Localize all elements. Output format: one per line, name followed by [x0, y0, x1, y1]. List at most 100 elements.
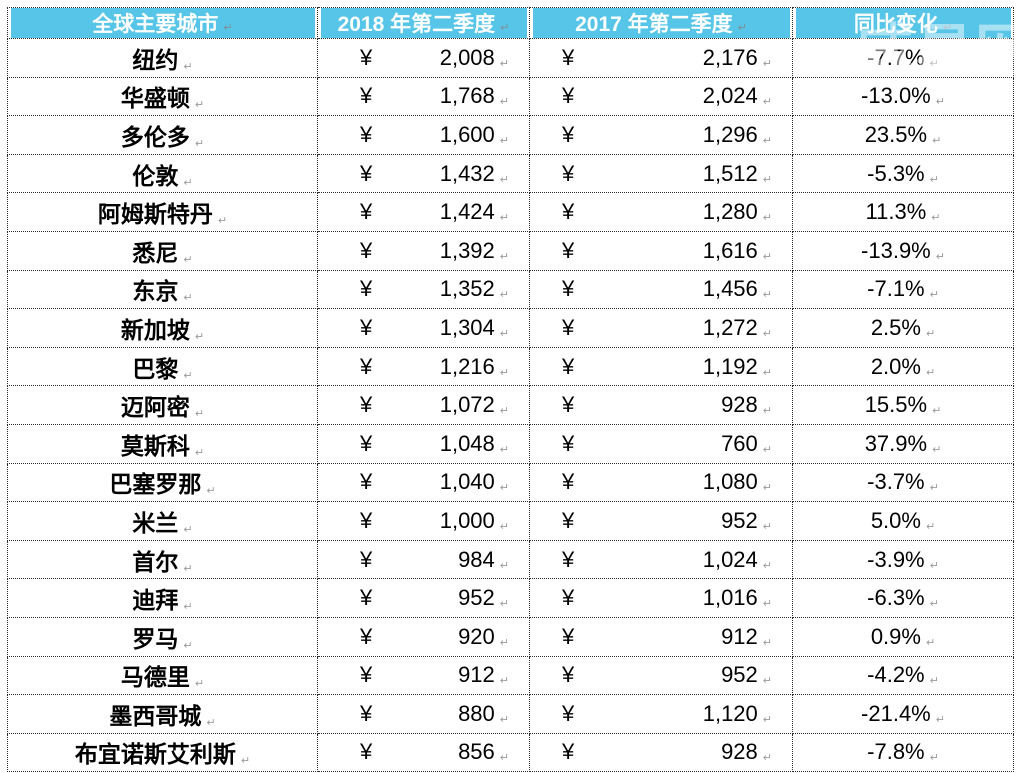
currency-symbol: ¥ [360, 546, 373, 572]
yoy-change: 11.3% [865, 199, 927, 225]
value-2017: 2,024 [702, 83, 758, 109]
city-cell: 巴塞罗那 [7, 462, 318, 503]
header-label-2018-q2: 2018 年第二季度 [337, 13, 496, 36]
paragraph-mark [758, 508, 772, 534]
currency-symbol: ¥ [562, 121, 575, 147]
paragraph-mark [495, 199, 509, 225]
currency-symbol: ¥ [360, 199, 373, 225]
value-2017: 928 [721, 739, 758, 765]
currency-symbol: ¥ [360, 700, 373, 726]
city-cell: 东京 [7, 269, 318, 310]
paragraph-mark [178, 163, 192, 189]
table-row: 阿姆斯特丹 ¥ 1,424 ¥ 1,280 11.3% [7, 192, 1014, 232]
yoy-change-cell: -5.3% [792, 153, 1014, 194]
yoy-change-cell: -21.4% [792, 694, 1014, 734]
value-2018-cell: ¥ 952 [317, 578, 530, 618]
paragraph-mark [925, 161, 939, 186]
value-2018-cell: ¥ 1,304 [317, 308, 530, 348]
value-2017-cell: ¥ 1,192 [529, 346, 793, 387]
paragraph-mark [218, 11, 232, 35]
paragraph-mark [495, 739, 509, 765]
yoy-change-cell: 5.0% [792, 501, 1014, 541]
paragraph-mark [495, 238, 509, 264]
city-name: 罗马 [132, 625, 179, 652]
header-cell-city: 全球主要城市 [7, 7, 318, 39]
value-2018-cell: ¥ 880 [317, 694, 530, 734]
yoy-change-cell: -7.1% [792, 269, 1014, 310]
value-2018: 1,424 [439, 199, 495, 225]
yoy-change-cell: -13.0% [792, 76, 1014, 117]
value-2018: 952 [458, 585, 495, 611]
paragraph-mark [927, 122, 941, 147]
value-2018: 912 [458, 662, 495, 688]
currency-symbol: ¥ [562, 662, 575, 688]
paragraph-mark [938, 11, 952, 35]
value-2017: 952 [721, 662, 758, 688]
table-row: 莫斯科 ¥ 1,048 ¥ 760 37.9% [7, 423, 1014, 464]
paragraph-mark [931, 238, 945, 263]
table-row: 悉尼 ¥ 1,392 ¥ 1,616 -13.9% [7, 230, 1014, 271]
city-cell: 罗马 [7, 616, 318, 657]
value-2018-cell: ¥ 856 [317, 732, 530, 773]
value-2018-cell: ¥ 1,392 [317, 230, 530, 271]
currency-symbol: ¥ [360, 121, 373, 147]
paragraph-mark [925, 739, 939, 764]
yoy-change: -7.8% [867, 739, 925, 765]
paragraph-mark [758, 122, 772, 148]
yoy-change-cell: 23.5% [792, 115, 1014, 155]
value-2018-cell: ¥ 984 [317, 539, 530, 580]
value-2018: 984 [458, 546, 495, 572]
yoy-change: -13.0% [861, 83, 931, 109]
value-2018: 1,768 [439, 83, 495, 109]
yoy-change: -3.7% [867, 469, 925, 495]
yoy-change-cell: -7.8% [792, 732, 1014, 773]
yoy-change: 37.9% [864, 430, 928, 456]
value-2017: 1,080 [702, 469, 758, 495]
paragraph-mark [758, 431, 772, 457]
paragraph-mark [495, 315, 509, 341]
value-2017: 928 [721, 392, 758, 418]
city-name: 巴黎 [132, 355, 179, 382]
currency-symbol: ¥ [360, 353, 373, 379]
value-2018: 1,072 [439, 392, 495, 418]
paragraph-mark [925, 276, 939, 301]
city-cell: 莫斯科 [7, 423, 318, 464]
value-2017: 1,016 [702, 585, 758, 611]
yoy-change: -7.1% [867, 276, 925, 302]
yoy-change: -21.4% [861, 700, 931, 726]
value-2017-cell: ¥ 912 [529, 616, 793, 657]
paragraph-mark [178, 587, 192, 613]
yoy-change-cell: -13.9% [792, 230, 1014, 271]
global-cities-quarterly-table: 全球主要城市 2018 年第二季度 2017 年第二季度 同比变化 纽约 ¥ 2… [7, 7, 1014, 773]
currency-symbol: ¥ [562, 276, 575, 302]
paragraph-mark [758, 662, 772, 688]
value-2018-cell: ¥ 1,352 [317, 269, 530, 310]
paragraph-mark [178, 626, 192, 652]
paragraph-mark [758, 392, 772, 418]
table-row: 米兰 ¥ 1,000 ¥ 952 5.0% [7, 501, 1014, 541]
header-cell-2018-q2: 2018 年第二季度 [317, 7, 530, 39]
city-cell: 新加坡 [7, 308, 318, 348]
value-2017: 1,280 [702, 199, 758, 225]
value-2017: 1,120 [702, 700, 758, 726]
value-2017: 2,176 [702, 44, 758, 70]
value-2018: 1,352 [439, 276, 495, 302]
yoy-change: -13.9% [861, 237, 931, 263]
paragraph-mark [758, 45, 772, 71]
paragraph-mark [927, 431, 941, 456]
table-row: 首尔 ¥ 984 ¥ 1,024 -3.9% [7, 539, 1014, 580]
yoy-change: 15.5% [864, 392, 928, 418]
value-2017-cell: ¥ 928 [529, 385, 793, 425]
city-cell: 伦敦 [7, 153, 318, 194]
value-2018-cell: ¥ 1,048 [317, 423, 530, 464]
paragraph-mark [927, 392, 941, 417]
yoy-change-cell: -4.2% [792, 655, 1014, 696]
city-name: 米兰 [132, 509, 179, 536]
value-2017-cell: ¥ 952 [529, 501, 793, 541]
currency-symbol: ¥ [562, 739, 575, 765]
value-2018: 1,048 [439, 430, 495, 456]
city-name: 迈阿密 [120, 394, 190, 421]
city-cell: 华盛顿 [7, 76, 318, 117]
yoy-change: -3.9% [867, 546, 925, 572]
paragraph-mark [495, 354, 509, 380]
